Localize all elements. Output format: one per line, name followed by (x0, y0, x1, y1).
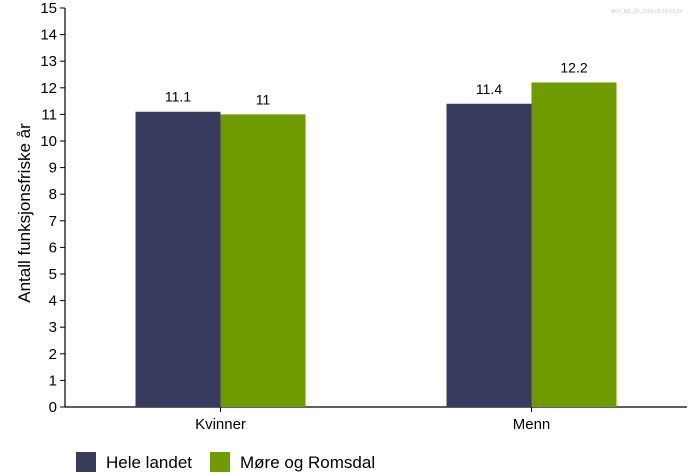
bar-data-label: 11 (256, 91, 271, 107)
x-tick-label: Kvinner (195, 416, 246, 433)
y-tick-label: 7 (49, 213, 57, 230)
y-tick-label: 3 (49, 319, 57, 336)
y-tick-label: 0 (49, 399, 57, 416)
bar-data-label: 11.1 (165, 89, 191, 105)
bar (135, 111, 221, 408)
y-tick-label: 2 (49, 346, 57, 363)
watermark-text: HKY_M1_LP_2024-03-19-10:34 (611, 9, 683, 15)
y-tick-label: 5 (49, 266, 57, 283)
legend-swatch (210, 452, 231, 472)
y-tick-label: 9 (49, 160, 57, 177)
y-tick-label: 14 (40, 27, 57, 44)
y-tick-label: 10 (40, 133, 57, 150)
bar (531, 82, 617, 407)
legend-swatch (76, 452, 96, 472)
y-tick-label: 1 (49, 372, 57, 389)
bar-data-label: 11.4 (476, 81, 502, 97)
y-tick-label: 4 (49, 293, 57, 310)
y-axis-title: Antall funksjonsfriske år (15, 123, 34, 303)
y-tick-label: 15 (40, 0, 57, 17)
y-tick-label: 12 (40, 80, 57, 97)
x-tick-label: Menn (513, 416, 551, 433)
legend-label: Hele landet (106, 453, 192, 472)
legend-label: Møre og Romsdal (240, 453, 375, 472)
bar-data-label: 12.2 (560, 59, 587, 75)
y-tick-label: 8 (49, 186, 57, 203)
legend: Hele landet Møre og Romsdal (76, 452, 375, 472)
y-tick-label: 11 (41, 106, 57, 123)
bar (220, 114, 306, 408)
y-tick-label: 6 (49, 239, 57, 256)
bar (446, 103, 532, 407)
y-tick-label: 13 (40, 53, 57, 70)
